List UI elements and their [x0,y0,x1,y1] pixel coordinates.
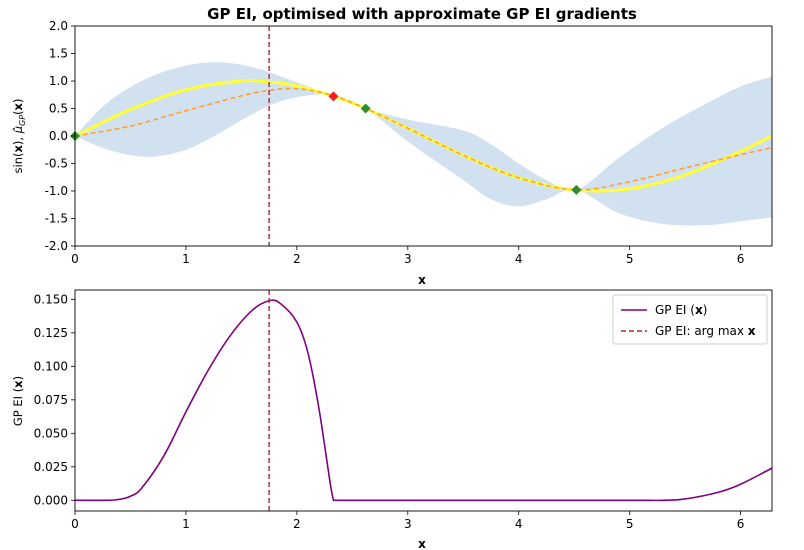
y-tick-label: 2.0 [49,19,68,33]
bottom-y-axis-label: GP EI (x) [11,376,25,426]
legend: GP EI (x) GP EI: arg max x [612,294,768,345]
x-tick-label: 3 [404,252,412,266]
confidence-band [75,62,772,226]
x-tick-label: 2 [293,252,301,266]
y-tick-label: 0.025 [34,460,68,474]
top-panel: GP EI, optimised with approximate GP EI … [11,5,773,287]
legend-label-ei: GP EI (x) [655,303,707,317]
x-tick-label: 5 [626,517,634,531]
y-tick-label: 0.150 [34,292,68,306]
x-tick-label: 6 [737,252,745,266]
bottom-x-axis: 0 1 2 3 4 5 6 [71,511,744,531]
x-tick-label: 1 [182,252,190,266]
top-series-group [75,26,772,246]
y-tick-label: -1.0 [45,184,68,198]
top-plot-area [70,25,773,247]
y-tick-label: 1.0 [49,74,68,88]
y-tick-label: -0.5 [45,157,68,171]
proposed-point-marker [328,91,339,102]
legend-box [612,294,768,345]
y-tick-label: 0.100 [34,359,68,373]
y-tick-label: 0.050 [34,426,68,440]
y-tick-label: -1.5 [45,212,68,226]
bottom-plot-area [74,289,773,512]
top-x-axis: 0 1 2 3 4 5 6 [71,246,744,266]
observed-point-marker [571,184,582,195]
y-tick-label: 0.000 [34,493,68,507]
ei-curve [74,299,773,502]
bottom-x-axis-label: x [418,537,426,550]
legend-label-argmax: GP EI: arg max x [655,324,756,338]
x-tick-label: 4 [515,252,523,266]
top-x-axis-label: x [418,273,426,287]
x-tick-label: 1 [182,517,190,531]
gp-mean-line [75,87,772,191]
y-tick-label: 1.5 [49,47,68,61]
x-tick-label: 5 [626,252,634,266]
observed-point-marker [360,103,371,114]
top-y-axis-label: sin(x), μ̂GP(x) [11,99,27,174]
y-tick-label: 0.0 [49,129,68,143]
y-tick-label: 0.5 [49,102,68,116]
x-tick-label: 3 [404,517,412,531]
x-tick-label: 6 [737,517,745,531]
axes-frame [74,289,773,512]
chart-title: GP EI, optimised with approximate GP EI … [207,5,637,23]
x-tick-label: 2 [293,517,301,531]
x-tick-label: 0 [71,517,79,531]
y-tick-label: 0.075 [34,393,68,407]
x-tick-label: 0 [71,252,79,266]
y-tick-label: -2.0 [45,239,68,253]
x-tick-label: 4 [515,517,523,531]
bottom-y-axis: 0.150 0.125 0.100 0.075 0.050 0.025 0.000 [34,292,75,507]
top-y-axis: 2.0 1.5 1.0 0.5 0.0 -0.5 -1.0 -1.5 -2.0 [45,19,75,253]
y-tick-label: 0.125 [34,326,68,340]
